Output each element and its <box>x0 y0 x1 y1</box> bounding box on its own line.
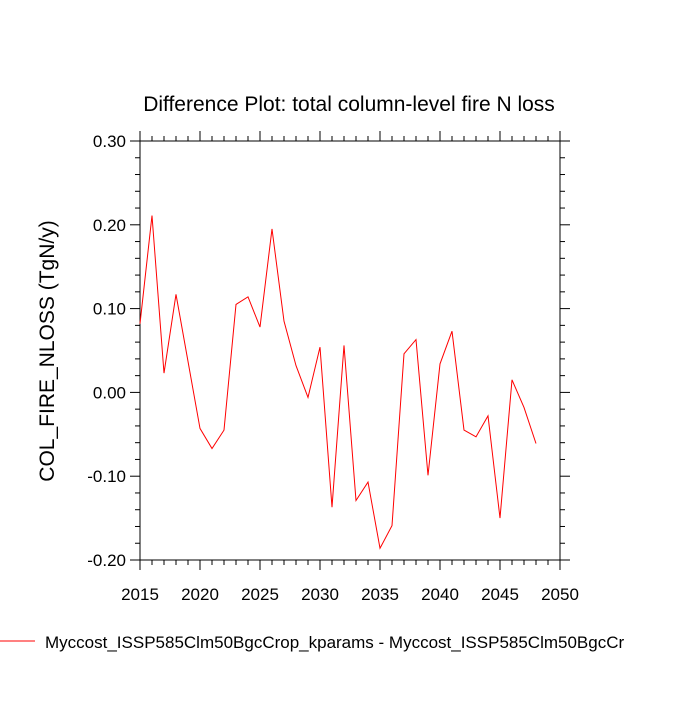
x-tick-label: 2045 <box>481 585 519 604</box>
plot-frame <box>139 140 561 561</box>
x-tick-label: 2025 <box>241 585 279 604</box>
axis-ticks <box>130 131 570 570</box>
x-tick-label: 2020 <box>181 585 219 604</box>
x-tick-label: 2040 <box>421 585 459 604</box>
series-line <box>139 215 537 550</box>
y-tick-label: 0.10 <box>93 300 126 319</box>
x-tick-label: 2015 <box>121 585 159 604</box>
x-tick-labels: 2015 2020 2025 2030 2035 2040 2045 2050 <box>121 585 579 604</box>
y-tick-label: 0.30 <box>93 132 126 151</box>
y-axis-label: COL_FIRE_NLOSS (TgN/y) <box>36 220 59 481</box>
y-tick-labels: -0.20 -0.10 0.00 0.10 0.20 0.30 <box>87 132 126 570</box>
y-tick-label: 0.20 <box>93 216 126 235</box>
y-tick-label: 0.00 <box>93 383 126 402</box>
legend: Myccost_ISSP585Clm50BgcCrop_kparams - My… <box>0 633 625 652</box>
y-tick-label: -0.20 <box>87 551 126 570</box>
chart-title: Difference Plot: total column-level fire… <box>143 93 555 116</box>
y-tick-label: -0.10 <box>87 467 126 486</box>
legend-label: Myccost_ISSP585Clm50BgcCrop_kparams - My… <box>45 633 625 652</box>
x-tick-label: 2030 <box>301 585 339 604</box>
x-tick-label: 2050 <box>541 585 579 604</box>
x-tick-label: 2035 <box>361 585 399 604</box>
